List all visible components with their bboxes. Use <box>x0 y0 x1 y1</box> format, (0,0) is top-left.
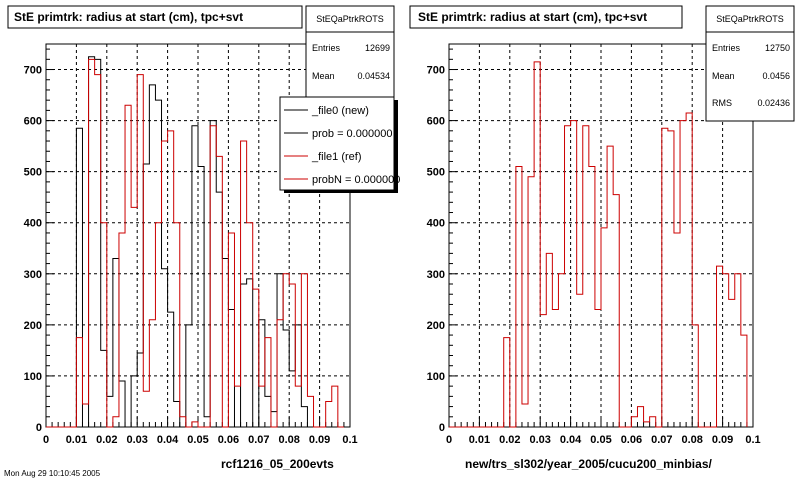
legend-entry-file1: _file1 (ref) <box>311 151 362 163</box>
x-tick-label: 0.07 <box>651 434 672 446</box>
x-tick-label: 0 <box>43 434 49 446</box>
x-tick-label: 0.09 <box>309 434 330 446</box>
right-series-hist <box>449 61 748 428</box>
right-stats-title: StEQaPtrkROTS <box>716 14 784 24</box>
left-series-file1-ref <box>46 58 344 428</box>
left-x-axis-label: rcf1216_05_200evts <box>221 457 334 471</box>
left-stats-title: StEQaPtrkROTS <box>316 14 384 24</box>
left-y-axis: 0 100 200 300 400 500 600 700 <box>24 48 54 434</box>
y-tick-label: 600 <box>427 116 445 128</box>
x-tick-label: 0.06 <box>621 434 642 446</box>
x-tick-label: 0 <box>446 434 452 446</box>
x-tick-label: 0.07 <box>248 434 269 446</box>
x-tick-label: 0.03 <box>529 434 550 446</box>
y-tick-label: 0 <box>36 422 42 434</box>
left-stats-entries-label: Entries <box>312 43 341 53</box>
left-stats-box <box>305 5 395 101</box>
x-tick-label: 0.04 <box>560 434 582 446</box>
right-title-box <box>409 5 683 29</box>
x-tick-label: 0.1 <box>342 434 357 446</box>
y-tick-label: 700 <box>24 65 42 77</box>
right-stats-box <box>705 5 795 122</box>
legend-entry-probn: probN = 0.000000 <box>312 174 400 186</box>
y-tick-label: 400 <box>24 218 42 230</box>
left-stats-mean-value: 0.04534 <box>357 71 390 81</box>
x-tick-label: 0.08 <box>681 434 702 446</box>
y-tick-label: 700 <box>427 65 445 77</box>
x-tick-label: 0.04 <box>157 434 179 446</box>
left-title-box <box>7 5 303 29</box>
legend-entry-prob: prob = 0.000000 <box>312 128 392 140</box>
y-tick-label: 300 <box>427 269 445 281</box>
right-stats-rms-label: RMS <box>712 98 732 108</box>
x-tick-label: 0.02 <box>499 434 520 446</box>
left-stats-entries-value: 12699 <box>365 43 390 53</box>
right-stats-entries-label: Entries <box>712 43 741 53</box>
left-chart-title: StE primtrk: radius at start (cm), tpc+s… <box>14 10 243 24</box>
right-histogram-panel: StE primtrk: radius at start (cm), tpc+s… <box>409 5 795 471</box>
left-histogram-panel: StE primtrk: radius at start (cm), tpc+s… <box>2 0 400 480</box>
x-tick-label: 0.02 <box>96 434 117 446</box>
y-tick-label: 0 <box>439 422 445 434</box>
y-tick-label: 100 <box>427 371 445 383</box>
right-y-axis: 0 100 200 300 400 500 600 700 <box>427 48 457 434</box>
x-tick-label: 0.09 <box>712 434 733 446</box>
right-stats-rms-value: 0.02436 <box>757 98 790 108</box>
y-tick-label: 500 <box>427 167 445 179</box>
right-x-axis-label: new/trs_sl302/year_2005/cucu200_minbias/ <box>465 457 712 471</box>
legend-entry-file0: _file0 (new) <box>311 105 369 117</box>
right-stats-entries-value: 12750 <box>765 43 790 53</box>
y-tick-label: 300 <box>24 269 42 281</box>
right-stats-mean-label: Mean <box>712 71 735 81</box>
x-tick-label: 0.1 <box>745 434 760 446</box>
y-tick-label: 600 <box>24 116 42 128</box>
x-tick-label: 0.03 <box>126 434 147 446</box>
right-chart-title: StE primtrk: radius at start (cm), tpc+s… <box>418 10 647 24</box>
x-tick-label: 0.06 <box>218 434 239 446</box>
right-stats-mean-value: 0.0456 <box>762 71 790 81</box>
left-legend <box>279 96 395 191</box>
x-tick-label: 0.08 <box>278 434 299 446</box>
right-x-axis: 0 0.01 0.02 0.03 0.04 0.05 0.06 0.07 0.08 0.09 0.1 <box>446 417 761 446</box>
x-tick-label: 0.01 <box>469 434 490 446</box>
y-tick-label: 500 <box>24 167 42 179</box>
footer-timestamp: Mon Aug 29 10:10:45 2005 <box>4 469 101 478</box>
y-tick-label: 200 <box>24 320 42 332</box>
left-stats-mean-label: Mean <box>312 71 335 81</box>
x-tick-label: 0.05 <box>187 434 208 446</box>
y-tick-label: 400 <box>427 218 445 230</box>
y-tick-label: 100 <box>24 371 42 383</box>
x-tick-label: 0.01 <box>66 434 87 446</box>
x-tick-label: 0.05 <box>590 434 611 446</box>
y-tick-label: 200 <box>427 320 445 332</box>
